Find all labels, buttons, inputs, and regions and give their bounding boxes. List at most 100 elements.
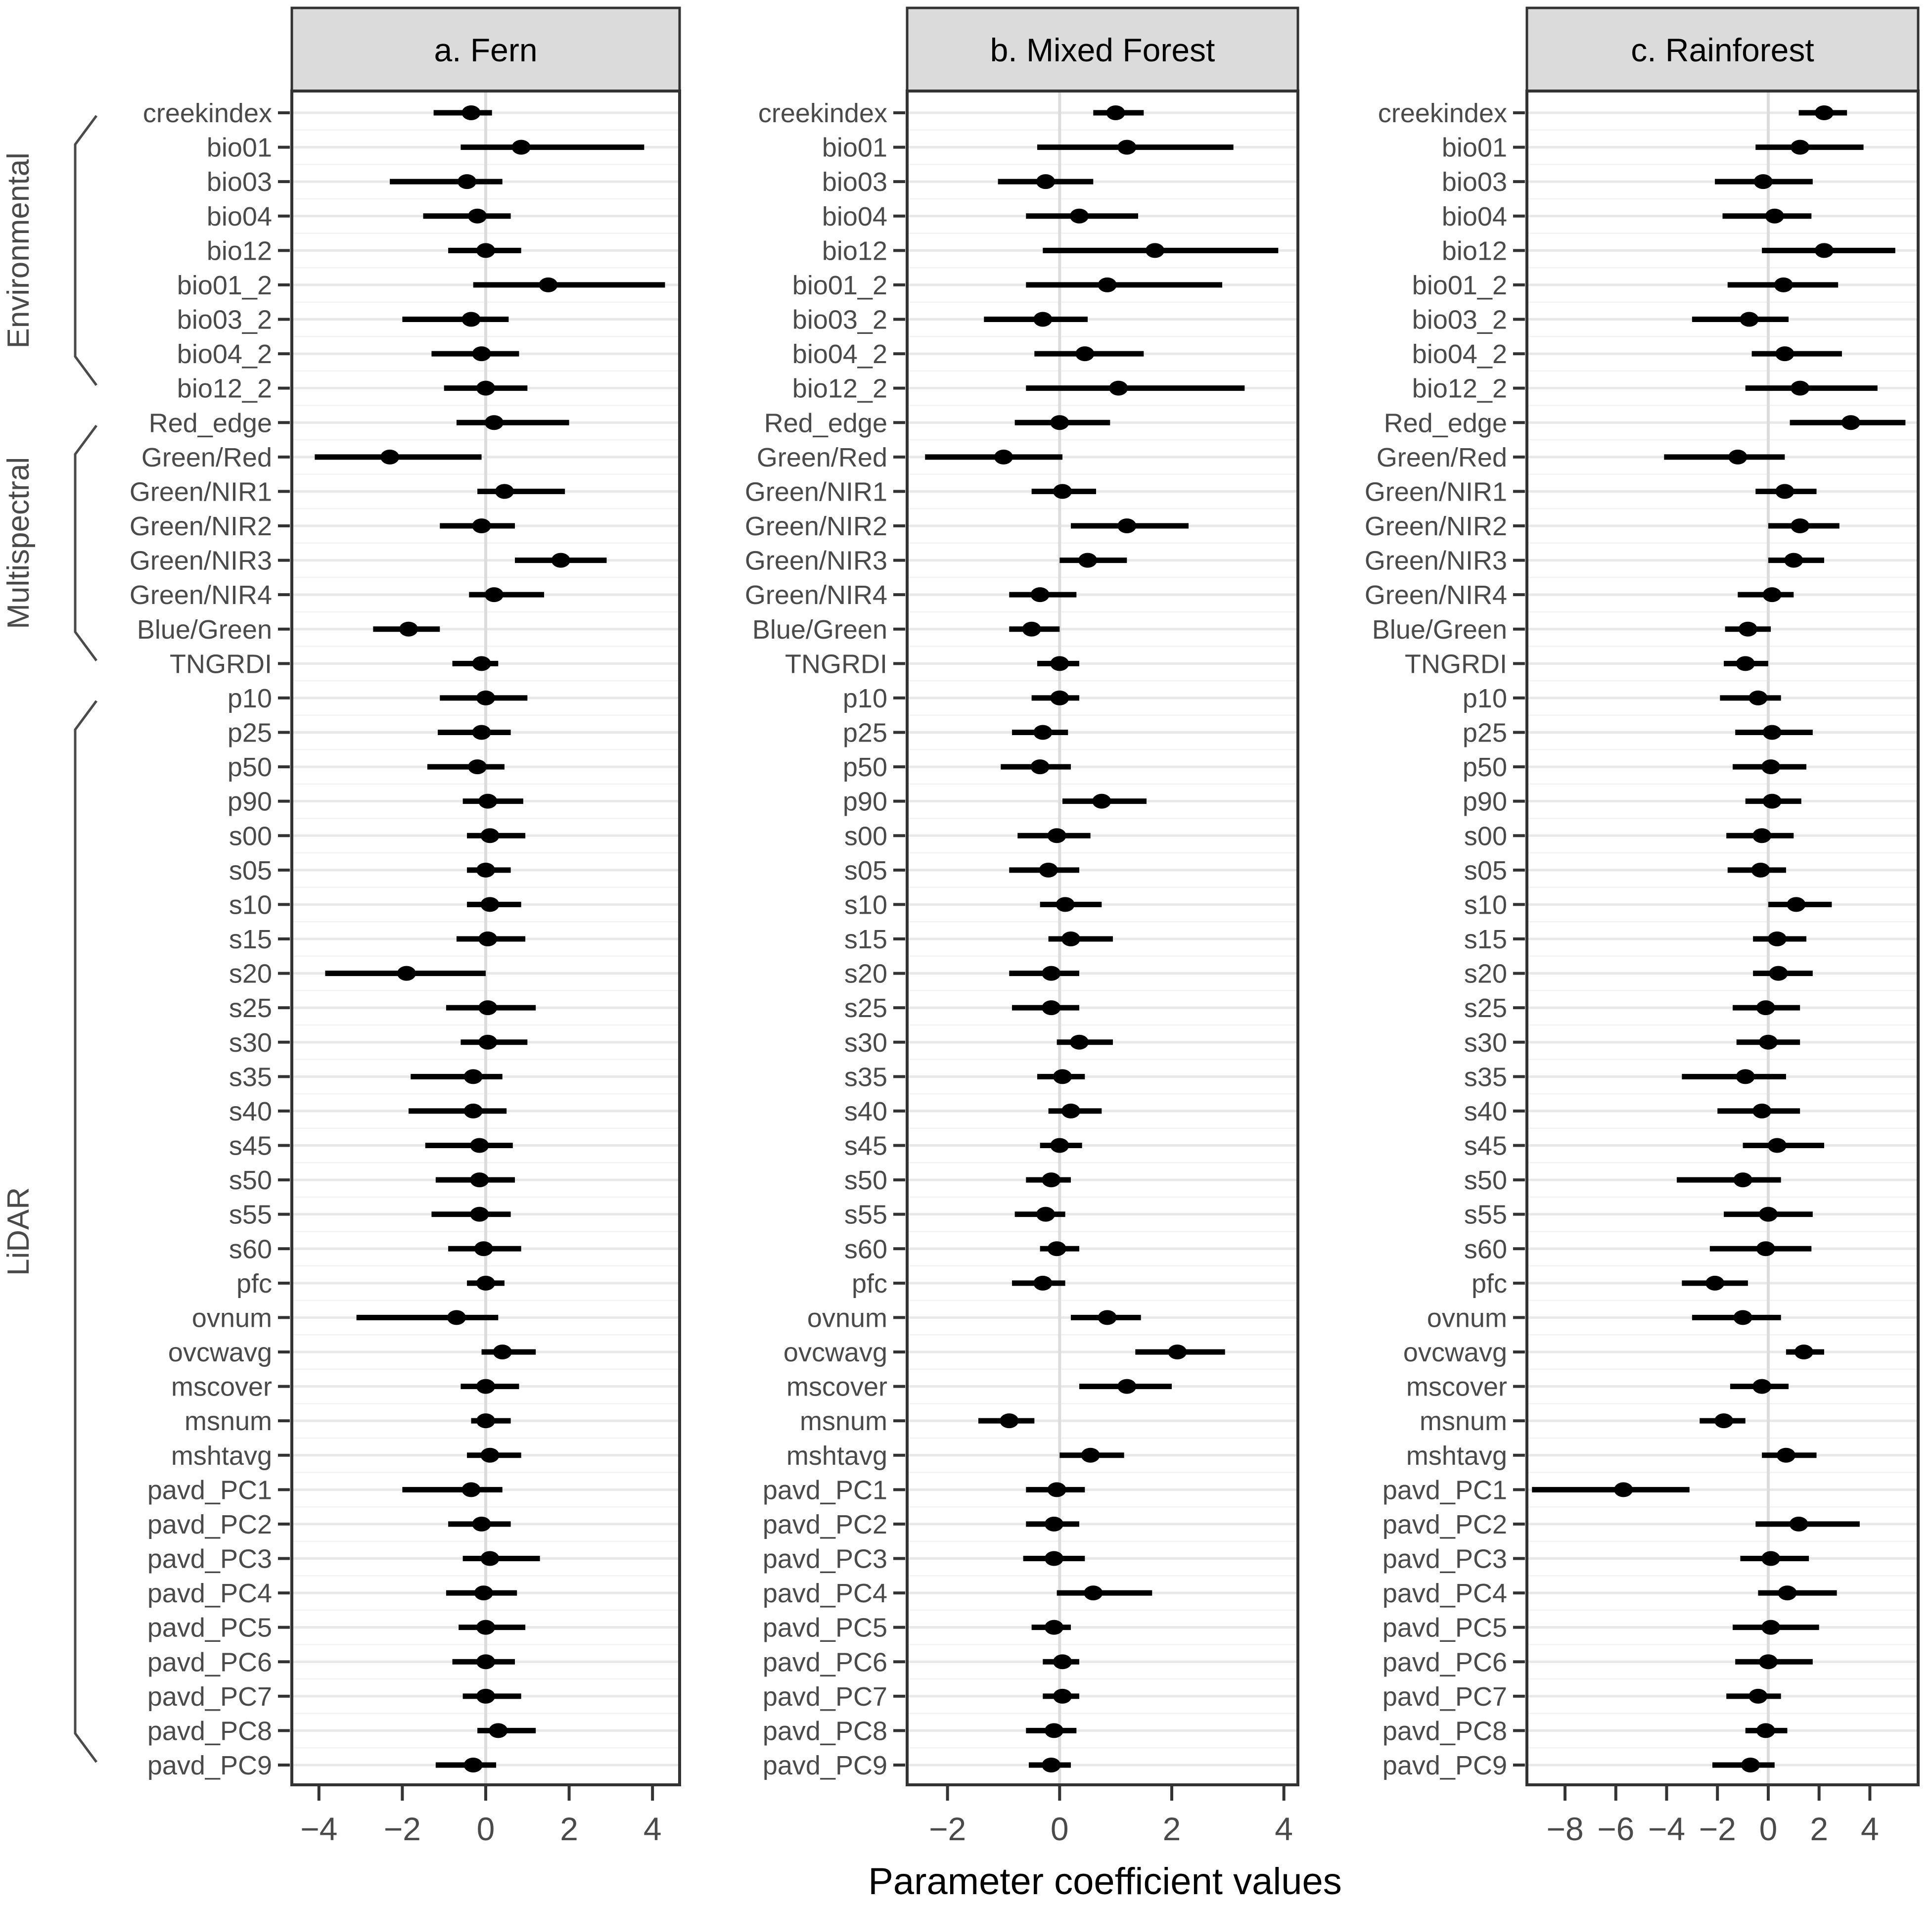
y-axis-label: pavd_PC5 xyxy=(1382,1613,1507,1643)
estimate-pavd_PC5 xyxy=(476,1620,495,1635)
y-axis-label: p10 xyxy=(1463,684,1507,713)
y-axis-label: Green/NIR1 xyxy=(1365,477,1507,507)
estimate-p25 xyxy=(1033,725,1053,740)
y-axis-label: pavd_PC3 xyxy=(1382,1544,1507,1574)
estimate-mshtavg xyxy=(1081,1447,1100,1463)
y-axis-label: pavd_PC2 xyxy=(1382,1510,1507,1539)
y-axis-label: pfc xyxy=(236,1269,272,1299)
x-tick-label: −2 xyxy=(1699,1811,1736,1847)
estimate-s25 xyxy=(1756,1000,1775,1016)
estimate-pavd_PC1 xyxy=(461,1482,481,1497)
y-axis-label: Blue/Green xyxy=(1372,615,1507,645)
estimate-bio12 xyxy=(1145,243,1164,258)
estimate-Green/NIR4 xyxy=(484,587,504,603)
panel-c: c. Rainforest creekindex bio01 bio03 bio04 bi… xyxy=(1365,6,1920,1847)
y-axis-label: s15 xyxy=(229,925,272,954)
y-axis-label: s40 xyxy=(844,1097,887,1126)
y-axis-label: bio01 xyxy=(822,133,887,163)
estimate-Green/Red xyxy=(380,449,400,465)
y-axis-label: pavd_PC1 xyxy=(763,1475,887,1505)
y-axis-label: p25 xyxy=(1463,718,1507,748)
estimate-Red_edge xyxy=(1841,415,1860,430)
y-axis-label: Green/Red xyxy=(757,443,887,472)
group-annotations: Environmental Multispectral LiDAR xyxy=(1,115,98,1763)
y-axis-label: s25 xyxy=(844,993,887,1023)
x-axis-title: Parameter coefficient values xyxy=(868,1861,1342,1903)
estimate-pavd_PC8 xyxy=(1044,1723,1063,1738)
y-axis-label: bio01_2 xyxy=(177,271,272,300)
estimate-p90 xyxy=(478,793,498,809)
estimate-s30 xyxy=(1069,1034,1089,1050)
y-axis-label: Green/NIR3 xyxy=(745,546,887,576)
estimate-mshtavg xyxy=(480,1447,500,1463)
estimate-s10 xyxy=(1787,897,1806,912)
y-axis-label: pavd_PC8 xyxy=(1382,1716,1507,1746)
y-axis-label: creekindex xyxy=(143,98,272,128)
estimate-Green/NIR3 xyxy=(1784,553,1803,568)
y-axis-label: mshtavg xyxy=(1406,1441,1507,1471)
panel-a: a. Fern creekindex bio01 bio03 bio04 bio12 bio… xyxy=(130,6,681,1847)
estimate-s55 xyxy=(470,1207,489,1222)
estimate-pavd_PC2 xyxy=(1044,1516,1063,1532)
y-axis-label: Green/NIR4 xyxy=(1365,580,1507,610)
estimate-ovnum xyxy=(1733,1310,1752,1325)
estimate-s10 xyxy=(1056,897,1075,912)
group-bracket-environmental xyxy=(74,115,98,386)
estimate-msnum xyxy=(476,1413,495,1429)
y-axis-label: Green/NIR1 xyxy=(745,477,887,507)
y-axis-label: ovcwavg xyxy=(783,1338,887,1367)
y-axis-label: s60 xyxy=(229,1234,272,1264)
estimate-pavd_PC4 xyxy=(1084,1585,1103,1601)
estimate-Blue/Green xyxy=(1022,621,1041,637)
y-axis-label: s05 xyxy=(1464,856,1507,885)
estimate-pavd_PC6 xyxy=(476,1654,495,1670)
estimate-pfc xyxy=(1705,1275,1725,1291)
y-axis-label: ovcwavg xyxy=(1403,1338,1507,1367)
y-axis-label: s60 xyxy=(844,1234,887,1264)
estimate-s50 xyxy=(470,1172,489,1188)
estimate-bio01 xyxy=(511,140,531,155)
estimate-pavd_PC5 xyxy=(1761,1620,1781,1635)
estimate-mscover xyxy=(1117,1379,1137,1394)
estimate-s50 xyxy=(1042,1172,1061,1188)
y-axis-label: pavd_PC7 xyxy=(147,1682,272,1712)
estimate-s15 xyxy=(1061,931,1080,946)
y-axis-label: pavd_PC8 xyxy=(147,1716,272,1746)
estimate-bio04_2 xyxy=(1075,346,1095,362)
estimate-bio03 xyxy=(1036,174,1055,189)
estimate-s55 xyxy=(1036,1207,1055,1222)
estimate-pavd_PC8 xyxy=(1756,1723,1775,1738)
y-axis-label: pavd_PC9 xyxy=(763,1751,887,1780)
y-axis-label: bio03_2 xyxy=(1412,305,1507,335)
y-axis-label: s10 xyxy=(1464,890,1507,920)
y-axis-label: bio03 xyxy=(822,167,887,197)
x-tick-label: −4 xyxy=(1648,1811,1685,1847)
estimate-p50 xyxy=(468,759,487,775)
y-axis-label: msnum xyxy=(800,1406,887,1436)
estimate-p50 xyxy=(1761,759,1781,775)
y-axis-label: msnum xyxy=(1420,1406,1507,1436)
y-axis-label: Red_edge xyxy=(764,408,887,438)
y-axis-label: pavd_PC9 xyxy=(147,1751,272,1780)
y-axis-label: bio04 xyxy=(822,202,887,232)
estimate-s00 xyxy=(480,828,500,843)
estimate-Green/Red xyxy=(1728,449,1748,465)
estimate-bio03 xyxy=(458,174,477,189)
y-axis-label: pavd_PC1 xyxy=(147,1475,272,1505)
y-axis-label: bio04_2 xyxy=(1412,339,1507,369)
estimate-s55 xyxy=(1758,1207,1778,1222)
estimate-Green/NIR3 xyxy=(551,553,570,568)
estimate-pavd_PC3 xyxy=(1044,1551,1063,1566)
estimate-creekindex xyxy=(1106,105,1125,120)
y-axis-label: ovnum xyxy=(807,1303,887,1333)
y-axis-label: p25 xyxy=(228,718,272,748)
estimate-pavd_PC2 xyxy=(1789,1516,1808,1532)
y-axis-label: Green/NIR2 xyxy=(130,512,272,541)
group-label-lidar: LiDAR xyxy=(1,1187,36,1276)
y-axis-label: TNGRDI xyxy=(1405,649,1507,679)
y-axis-label: pavd_PC7 xyxy=(763,1682,887,1712)
panel-border xyxy=(906,90,1299,1786)
estimate-msnum xyxy=(1000,1413,1019,1429)
estimate-bio12_2 xyxy=(1791,380,1810,396)
y-axis-label: Green/NIR4 xyxy=(130,580,272,610)
